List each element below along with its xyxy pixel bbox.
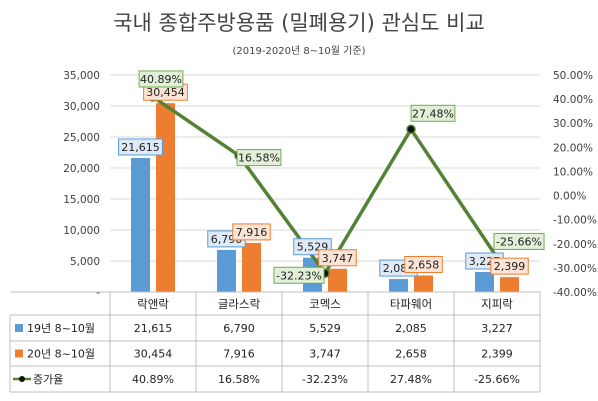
data-label-box [232, 223, 271, 241]
data-label: 16.58% [238, 152, 280, 165]
y-right-tick-label: -40.00% [553, 287, 597, 299]
data-label-box [236, 149, 282, 167]
data-label: 27.48% [412, 107, 454, 120]
table-cell: 7,916 [223, 348, 255, 361]
legend-label: 20년 8~10월 [27, 348, 95, 361]
table-cell: 16.58% [218, 373, 260, 386]
line-point [406, 124, 416, 135]
category-label: 코멕스 [309, 297, 341, 311]
data-label-box [493, 232, 545, 250]
bar [242, 242, 261, 292]
legend-key-marker [19, 376, 25, 382]
y-left-tick-label: - [96, 287, 100, 299]
bar [414, 275, 433, 292]
y-left-tick-label: 15,000 [63, 194, 100, 206]
table-cell: -25.66% [474, 373, 520, 386]
bar [131, 157, 150, 292]
table-cell: 21,615 [134, 322, 173, 335]
table-cell: -32.23% [302, 373, 348, 386]
data-label-box [404, 256, 443, 274]
y-left-tick-label: 5,000 [70, 256, 100, 268]
table-cell: 2,399 [481, 348, 513, 361]
bar [500, 277, 519, 292]
data-label-box [318, 249, 357, 267]
table-cell: 30,454 [134, 348, 173, 361]
legend-key [15, 349, 23, 358]
data-label: 7,916 [236, 226, 268, 239]
bar [475, 271, 494, 292]
table-cell: 2,085 [395, 322, 427, 335]
table-cell: 3,227 [481, 322, 513, 335]
table-cell: 2,658 [395, 348, 427, 361]
table-cell: 5,529 [309, 322, 341, 335]
table-cell: 40.89% [132, 373, 174, 386]
data-label-box [410, 104, 456, 122]
data-label: -25.66% [496, 235, 542, 248]
y-left-tick-label: 20,000 [63, 163, 100, 175]
data-label-box [118, 138, 163, 156]
y-left-tick-label: 10,000 [63, 225, 100, 237]
category-label: 글라스락 [218, 297, 261, 311]
legend-key [15, 324, 23, 332]
bar [217, 249, 236, 292]
table-cell: 3,747 [309, 348, 341, 361]
table-cell: 6,790 [223, 322, 255, 335]
y-left-tick-label: 25,000 [63, 132, 100, 144]
y-right-tick-label: 50.00% [553, 70, 593, 82]
data-label-box [138, 70, 184, 88]
category-label: 지피락 [481, 297, 513, 311]
y-left-tick-label: 30,000 [63, 101, 100, 113]
y-right-tick-label: -20.00% [553, 239, 597, 251]
y-right-tick-label: -30.00% [553, 263, 597, 275]
data-label: 2,658 [408, 259, 440, 272]
data-label-box [273, 266, 325, 284]
chart-title: 국내 종합주방용품 (밀폐용기) 관심도 비교 [113, 11, 485, 35]
legend-label: 19년 8~10월 [27, 322, 95, 335]
y-right-tick-label: 30.00% [553, 118, 593, 130]
table-cell: 27.48% [390, 373, 432, 386]
y-right-tick-label: 40.00% [553, 94, 593, 106]
y-right-tick-label: -10.00% [553, 215, 597, 227]
y-right-tick-label: 10.00% [553, 166, 593, 178]
bar [328, 268, 347, 292]
bar [156, 103, 175, 292]
data-label: 21,615 [121, 141, 160, 154]
bar [389, 279, 408, 292]
data-label: 30,454 [146, 86, 185, 99]
chart-subtitle: (2019-2020년 8~10월 기준) [233, 45, 366, 57]
y-left-tick-label: 35,000 [63, 70, 100, 82]
data-label: 3,747 [322, 252, 354, 265]
data-label: 2,399 [494, 260, 526, 273]
data-label-box [490, 257, 529, 275]
data-label: -32.23% [276, 269, 322, 282]
category-label: 타파웨어 [390, 297, 432, 311]
y-right-tick-label: 0.00% [553, 191, 586, 203]
category-label: 락앤락 [137, 297, 169, 311]
data-label: 40.89% [140, 73, 182, 86]
legend-label: 증가율 [33, 373, 63, 386]
y-right-tick-label: 20.00% [553, 142, 593, 154]
